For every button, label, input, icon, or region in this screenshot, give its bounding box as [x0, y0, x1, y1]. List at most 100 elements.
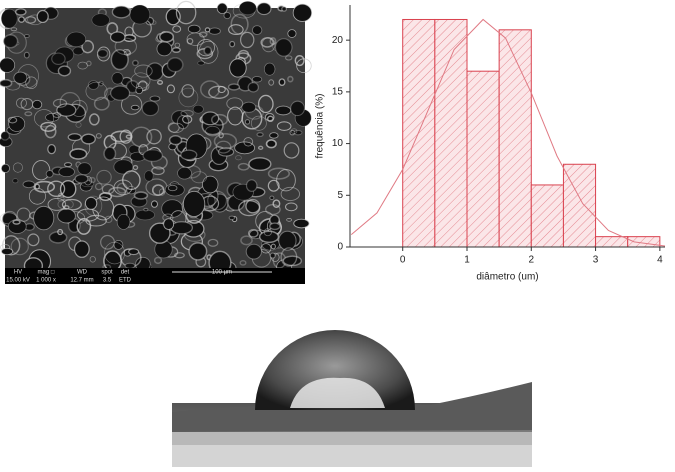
sem-pore: [167, 58, 182, 72]
sem-image: [0, 1, 312, 275]
sem-pore: [229, 216, 234, 219]
sem-pore: [92, 14, 110, 27]
sem-value: 12.7 mm: [70, 278, 93, 284]
sem-pore: [0, 80, 12, 87]
sem-label: WD: [77, 270, 88, 276]
sem-pore: [35, 184, 39, 188]
sem-pore: [257, 3, 271, 15]
sem-pore: [188, 25, 200, 33]
sem-pore: [59, 167, 75, 177]
y-tick-label: 5: [337, 190, 343, 201]
sem-pore: [14, 72, 27, 83]
sem-pore: [112, 72, 123, 84]
sem-pore: [1, 9, 17, 28]
sem-pore: [242, 102, 256, 112]
sem-pore: [19, 17, 25, 22]
sem-pore: [75, 175, 88, 183]
sem-pore: [171, 222, 192, 234]
sem-pore: [205, 28, 209, 32]
sem-pore: [288, 30, 296, 38]
sem-value: 3.5: [103, 278, 112, 284]
sem-pore: [279, 231, 296, 250]
sem-pore: [125, 263, 135, 268]
sem-pore: [117, 214, 130, 229]
y-axis-label: frequência (%): [315, 93, 326, 158]
sem-pore: [130, 5, 150, 24]
sem-pore: [267, 140, 277, 148]
sem-pore: [150, 96, 160, 101]
sem-pore: [37, 10, 48, 22]
sem-pore: [166, 9, 180, 25]
sem-pore: [68, 134, 81, 141]
sem-pore: [136, 210, 155, 220]
figure: HV15.00 kVmag □1 000 xWD12.7 mmspot3.5de…: [0, 0, 675, 467]
sem-pore: [293, 4, 312, 21]
sem-pore: [143, 150, 162, 162]
sem-pore: [82, 134, 96, 144]
sem-pore: [202, 112, 219, 125]
bar: [467, 71, 499, 247]
sem-pore: [170, 136, 182, 145]
sem-pore: [249, 158, 271, 171]
x-axis-label: diâmetro (um): [476, 272, 538, 283]
y-tick-label: 20: [332, 35, 344, 46]
x-tick-label: 0: [400, 255, 406, 266]
y-tick-label: 10: [332, 138, 344, 149]
sem-pore: [157, 42, 172, 56]
sem-pore: [276, 106, 291, 115]
sem-pore: [129, 249, 139, 255]
sem-pore: [142, 101, 158, 115]
bar: [531, 185, 563, 247]
sem-pore: [134, 192, 147, 199]
sem-pore: [294, 130, 302, 134]
sem-pore: [270, 253, 275, 258]
sem-pore: [257, 133, 263, 137]
sem-pore: [70, 149, 87, 159]
sem-pore: [24, 34, 29, 37]
bar: [435, 19, 467, 247]
sem-pore: [178, 167, 192, 179]
sem-pore: [4, 35, 18, 48]
sem-pore: [248, 83, 258, 92]
x-tick-label: 4: [657, 255, 663, 266]
sem-pore: [183, 191, 204, 216]
sem-pore: [246, 244, 261, 259]
sem-pore: [252, 77, 261, 83]
sem-value: 1 000 x: [36, 278, 56, 284]
sem-pore: [65, 163, 72, 167]
sem-pore: [57, 104, 76, 116]
sem-pore: [23, 181, 34, 188]
sem-pore: [270, 196, 274, 199]
sem-pore: [144, 208, 148, 211]
sem-pore: [46, 170, 53, 177]
sem-pore: [283, 256, 301, 265]
sem-pore: [209, 28, 220, 34]
sem-pore: [111, 32, 125, 42]
sem-label: spot: [101, 270, 113, 276]
sem-pore: [230, 41, 235, 46]
sem-pore: [78, 163, 91, 175]
sem-pore: [181, 150, 197, 160]
sem-pore: [98, 50, 108, 58]
sem-pore: [239, 1, 256, 14]
sem-pore: [0, 58, 15, 73]
sem-pore: [270, 223, 280, 229]
sem-value: ETD: [119, 278, 132, 284]
x-tick-label: 2: [529, 255, 535, 266]
sem-pore: [202, 176, 218, 193]
bar: [628, 237, 660, 247]
bar: [499, 30, 531, 247]
sem-pore: [133, 61, 138, 66]
sem-pore: [85, 197, 96, 209]
sem-pore: [294, 219, 309, 228]
y-tick-label: 15: [332, 87, 344, 98]
sem-label: mag □: [38, 270, 55, 276]
sem-pore: [189, 243, 207, 260]
sem-pore: [204, 47, 211, 55]
sem-label: HV: [14, 270, 22, 276]
sem-pore: [279, 79, 285, 85]
sem-pore: [58, 66, 70, 76]
sem-pore: [67, 32, 86, 47]
sem-pore: [271, 244, 275, 249]
sem-pore: [193, 105, 203, 113]
